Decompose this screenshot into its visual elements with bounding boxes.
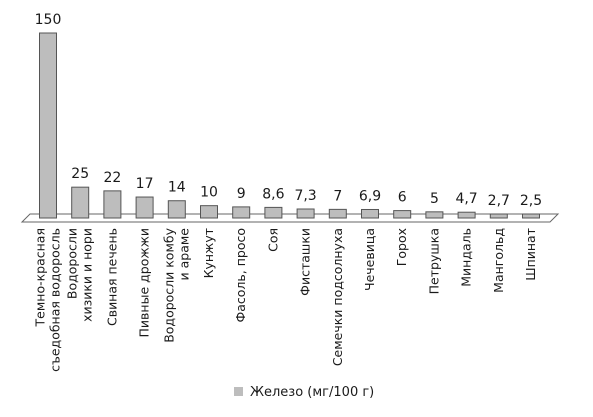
bar [425,211,444,219]
category-label: Шпинат [523,228,538,281]
category-label: Водоросли комбуи араме [161,227,191,342]
category-label-line: Кунжут [201,228,216,278]
value-label: 6,9 [359,188,381,204]
bar [393,210,412,219]
category-label-line: съедобная водоросль [48,228,63,372]
category-label: Семечки подсолнуха [330,228,345,366]
bar [296,208,315,219]
category-label-line: Петрушка [426,228,441,294]
category-label-line: Соя [265,228,280,252]
category-label-line: Горох [394,228,409,266]
legend-label: Железо (мг/100 г) [250,385,374,400]
bar [489,213,508,219]
category-label: Миндаль [459,228,474,287]
category-label-line: Водоросли [65,228,80,299]
category-label: Петрушка [426,228,441,294]
category-label-line: Свиная печень [104,228,119,326]
value-label: 7,3 [294,188,316,204]
bar [167,200,186,219]
category-label-line: Шпинат [523,228,538,281]
value-label: 17 [136,176,154,192]
value-label: 22 [103,170,121,186]
category-label: Кунжут [201,228,216,278]
value-label: 25 [71,166,89,182]
category-label-line: Водоросли комбу [161,227,176,342]
category-label-line: Чечевица [362,228,377,291]
value-label: 7 [333,188,342,204]
bar [361,208,379,219]
bar [522,213,540,219]
category-label-line: Фасоль, просо [233,228,248,323]
value-label: 150 [35,12,62,28]
bar [457,211,476,219]
category-label: Чечевица [362,228,377,291]
bar [328,208,347,219]
bar [200,205,218,219]
legend-swatch [234,387,243,396]
bar [135,196,154,219]
category-label-line: Миндаль [459,228,474,287]
category-label: Горох [394,228,409,266]
category-label-line: и араме [176,228,191,281]
category-label: Фисташки [298,228,313,296]
category-label-line: Фисташки [298,228,313,296]
chart-floor [20,213,560,223]
category-label-line: Семечки подсолнуха [330,228,345,366]
value-label: 4,7 [455,191,477,207]
category-label: Соя [265,228,280,252]
category-label: Пивные дрожжи [137,228,152,337]
bar [71,186,90,219]
category-label-line: Пивные дрожжи [137,228,152,337]
category-label-line: Темно-красная [33,228,48,327]
value-label: 10 [200,185,218,201]
value-label: 2,7 [488,193,510,209]
value-label: 6 [398,190,407,206]
category-label: Мангольд [491,228,506,293]
value-label: 2,5 [520,193,542,209]
category-label: Фасоль, просо [233,228,248,323]
category-label-line: Мангольд [491,228,506,293]
bar [39,32,57,219]
category-label: Темно-краснаясъедобная водоросль [33,228,63,372]
category-label: Водорослихизики и нори [65,228,95,322]
value-label: 14 [168,180,186,196]
value-label: 8,6 [262,186,284,202]
bar [232,206,251,219]
bar [103,190,122,219]
category-label: Свиная печень [104,228,119,326]
category-label-line: хизики и нори [80,228,95,322]
value-label: 5 [430,191,439,207]
bar [264,206,283,219]
value-label: 9 [237,186,246,202]
